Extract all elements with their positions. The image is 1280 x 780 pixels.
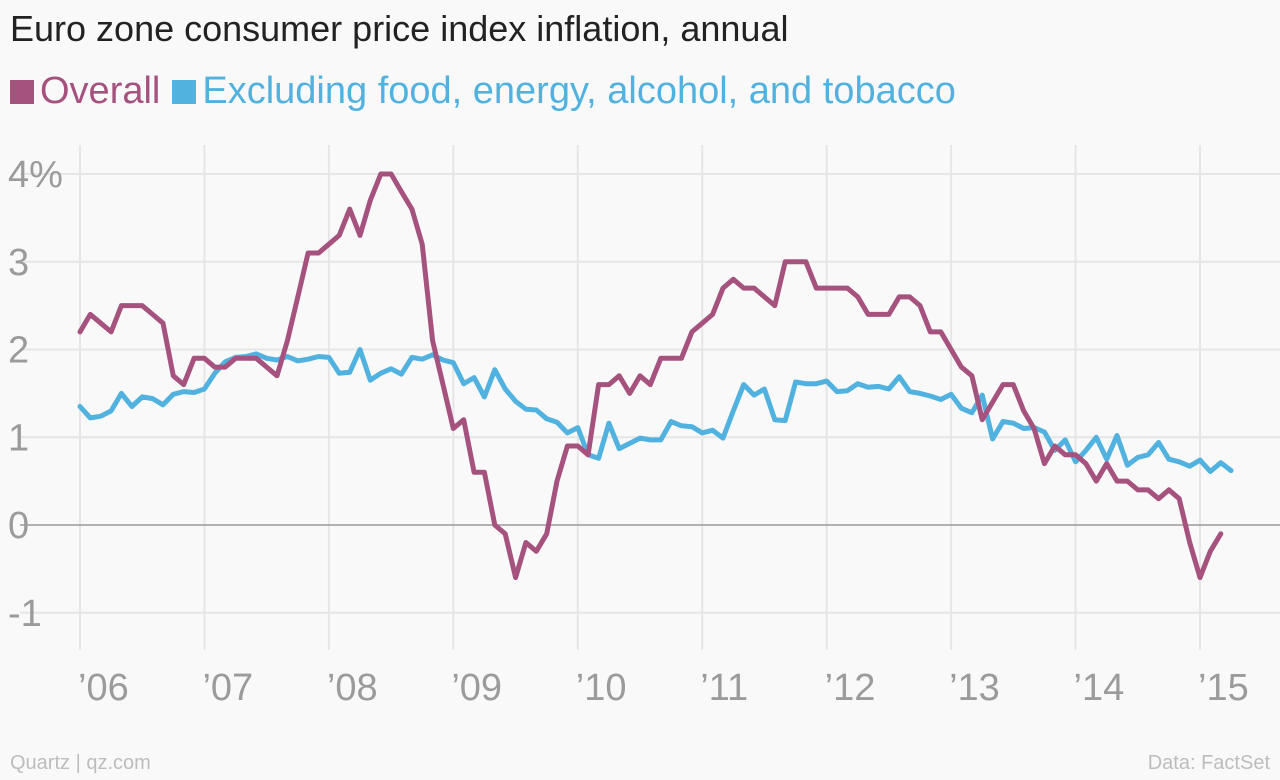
y-gridlines <box>20 173 1280 614</box>
x-tick-label: ’07 <box>202 667 253 709</box>
y-tick-label: 1 <box>8 417 29 459</box>
series-line-core <box>77 347 1234 474</box>
y-tick-label: 2 <box>8 330 29 372</box>
x-tick-label: ’11 <box>700 667 748 709</box>
data-source: Data: FactSet <box>1147 752 1270 774</box>
chart-title: Euro zone consumer price index inflation… <box>10 8 789 49</box>
x-tick-label: ’13 <box>949 667 1000 709</box>
x-tick-label: ’12 <box>825 667 876 709</box>
x-tick-label: ’10 <box>576 667 627 709</box>
x-tick-label: ’08 <box>327 667 378 709</box>
y-tick-label: 0 <box>8 505 29 547</box>
x-gridlines <box>79 145 1201 650</box>
source-credit: Quartz | qz.com <box>10 752 151 774</box>
series-line-overall <box>77 171 1224 581</box>
x-tick-label: ’06 <box>78 667 129 709</box>
legend-item-overall: Overall <box>10 70 160 113</box>
x-tick-label: ’09 <box>451 667 502 709</box>
y-axis-tick-labels: 4% 3 2 1 0 -1 <box>8 154 63 635</box>
y-tick-label: 3 <box>8 242 29 284</box>
x-tick-label: ’14 <box>1074 667 1125 709</box>
legend-label-core: Excluding food, energy, alcohol, and tob… <box>202 70 956 112</box>
x-tick-label: ’15 <box>1198 667 1249 709</box>
legend-swatch-overall <box>10 79 34 104</box>
series-lines <box>77 171 1234 581</box>
legend-label-overall: Overall <box>40 70 161 112</box>
legend-swatch-core <box>172 79 197 104</box>
y-tick-label: -1 <box>8 593 42 635</box>
legend: Overall Excluding food, energy, alcohol,… <box>10 70 968 113</box>
y-tick-label: 4% <box>8 154 63 196</box>
x-axis-tick-labels: ’06 ’07 ’08 ’09 ’10 ’11 ’12 ’13 ’14 ’15 <box>78 667 1249 709</box>
legend-item-core: Excluding food, energy, alcohol, and tob… <box>172 70 956 113</box>
